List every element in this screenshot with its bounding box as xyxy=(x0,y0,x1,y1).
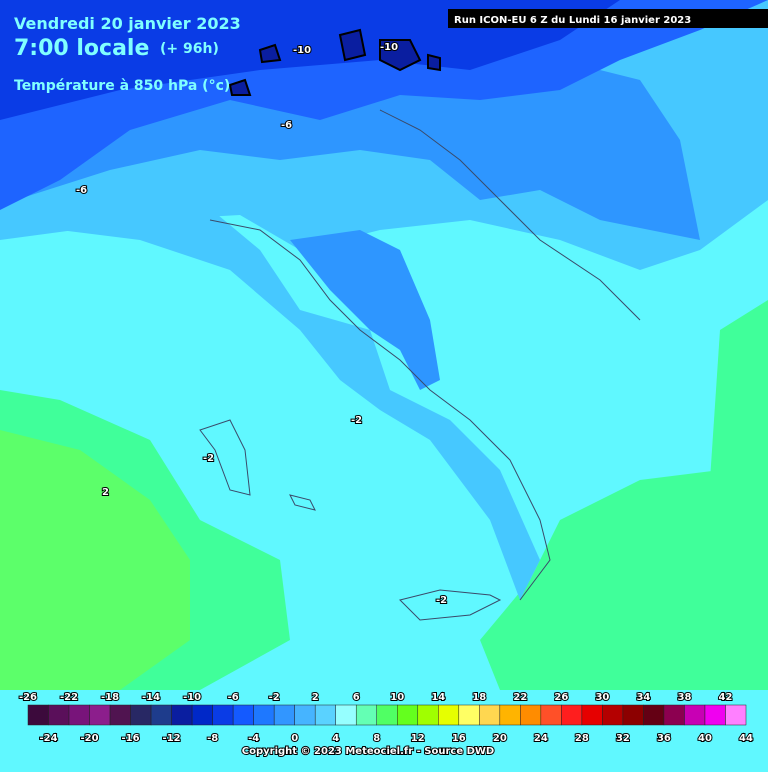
colorbar-cell xyxy=(191,704,213,726)
colorbar-label: -20 xyxy=(81,733,99,744)
warm-region xyxy=(710,300,768,480)
colorbar-label: -18 xyxy=(101,692,119,703)
colorbar-cell xyxy=(622,704,644,726)
colorbar-label: 32 xyxy=(616,733,630,744)
run-box xyxy=(448,9,768,28)
colorbar-label: 40 xyxy=(698,733,712,744)
colorbar-cell xyxy=(438,704,460,726)
colorbar-cell xyxy=(458,704,480,726)
colorbar-cell xyxy=(27,704,49,726)
colorbar-cell xyxy=(602,704,624,726)
colorbar-cell xyxy=(581,704,603,726)
colorbar-cell xyxy=(89,704,111,726)
colorbar-cell xyxy=(520,704,542,726)
coastline xyxy=(199,109,641,621)
colorbar-label: 34 xyxy=(636,692,650,703)
colorbar-label: -26 xyxy=(19,692,37,703)
colorbar-label: 20 xyxy=(493,733,507,744)
colorbar-cell xyxy=(376,704,398,726)
coldest-band xyxy=(0,0,620,120)
colorbar-cell xyxy=(499,704,521,726)
copyright: Copyright © 2023 Meteociel.fr - Source D… xyxy=(242,746,494,757)
colorbar-label: 14 xyxy=(431,692,445,703)
colorbar-cell xyxy=(479,704,501,726)
colorbar-cell xyxy=(48,704,70,726)
colorbar-label: -12 xyxy=(163,733,181,744)
parameter: Température à 850 hPa (°c) xyxy=(14,78,230,94)
date: Vendredi 20 janvier 2023 xyxy=(14,14,241,33)
colorbar-cell xyxy=(273,704,295,726)
contour-label: -2 xyxy=(436,595,447,606)
colorbar-label: 26 xyxy=(554,692,568,703)
colorbar-label: 12 xyxy=(411,733,425,744)
colorbar-label: 10 xyxy=(390,692,404,703)
colorbar-cell xyxy=(150,704,172,726)
contour-label: -2 xyxy=(203,453,214,464)
colorbar-cell xyxy=(171,704,193,726)
contour-label: -10 xyxy=(380,42,398,53)
colorbar-label: 0 xyxy=(291,733,298,744)
colorbar-cell xyxy=(663,704,685,726)
colorbar-label: -8 xyxy=(207,733,218,744)
colorbar-label: 38 xyxy=(677,692,691,703)
colorbar-label: 28 xyxy=(575,733,589,744)
colorbar-label: -14 xyxy=(142,692,160,703)
colorbar-label: 36 xyxy=(657,733,671,744)
colorbar-label: 8 xyxy=(373,733,380,744)
colorbar-cell xyxy=(232,704,254,726)
colorbar-label: 18 xyxy=(472,692,486,703)
cold-tongue xyxy=(0,190,540,600)
time: 7:00 locale xyxy=(14,36,149,61)
colorbar-label: -4 xyxy=(248,733,259,744)
colorbar-label: 44 xyxy=(739,733,753,744)
colorbar-label: 16 xyxy=(452,733,466,744)
colorbar-cell xyxy=(643,704,665,726)
colorbar-label: 30 xyxy=(595,692,609,703)
colorbar-cell xyxy=(684,704,706,726)
colorbar-label: 6 xyxy=(353,692,360,703)
colorbar-cell xyxy=(212,704,234,726)
contour-label: -10 xyxy=(293,45,311,56)
colorbar-label: 22 xyxy=(513,692,527,703)
colorbar-cell xyxy=(417,704,439,726)
contour-label: -6 xyxy=(281,120,292,131)
warm-region xyxy=(0,430,190,690)
contour-label: -2 xyxy=(351,415,362,426)
colorbar-label: -22 xyxy=(60,692,78,703)
colorbar-cell xyxy=(704,704,726,726)
cold-tongue xyxy=(290,230,440,390)
colorbar-cell xyxy=(540,704,562,726)
colorbar-label: -6 xyxy=(228,692,239,703)
colorbar-cell xyxy=(68,704,90,726)
run-info: Run ICON-EU 6 Z du Lundi 16 janvier 2023 xyxy=(454,15,691,26)
colorbar-label: 42 xyxy=(719,692,733,703)
colorbar-cell xyxy=(335,704,357,726)
contour-label: 2 xyxy=(102,487,109,498)
colorbar-label: -24 xyxy=(39,733,57,744)
colorbar-label: 24 xyxy=(534,733,548,744)
colorbar-label: -10 xyxy=(183,692,201,703)
colorbar-label: -2 xyxy=(269,692,280,703)
colorbar: -26 -22 -18 -14 -10 -6 -2 2 6 10 14 18 22 26 30 34 38 42-… xyxy=(18,691,754,745)
lead: (+ 96h) xyxy=(160,41,219,57)
colorbar-cell xyxy=(355,704,377,726)
colorbar-label: 2 xyxy=(312,692,319,703)
colorbar-cell xyxy=(314,704,336,726)
colorbar-label: -16 xyxy=(122,733,140,744)
colorbar-cell xyxy=(130,704,152,726)
colorbar-label: 4 xyxy=(332,733,339,744)
colorbar-cell xyxy=(294,704,316,726)
colorbar-cell xyxy=(253,704,275,726)
warm-region xyxy=(480,440,768,690)
colorbar-cell xyxy=(109,704,131,726)
colorbar-cell xyxy=(725,704,747,726)
colorbar-cell xyxy=(561,704,583,726)
colorbar-cell xyxy=(397,704,419,726)
isotherm xyxy=(228,28,441,96)
contour-label: -6 xyxy=(76,185,87,196)
